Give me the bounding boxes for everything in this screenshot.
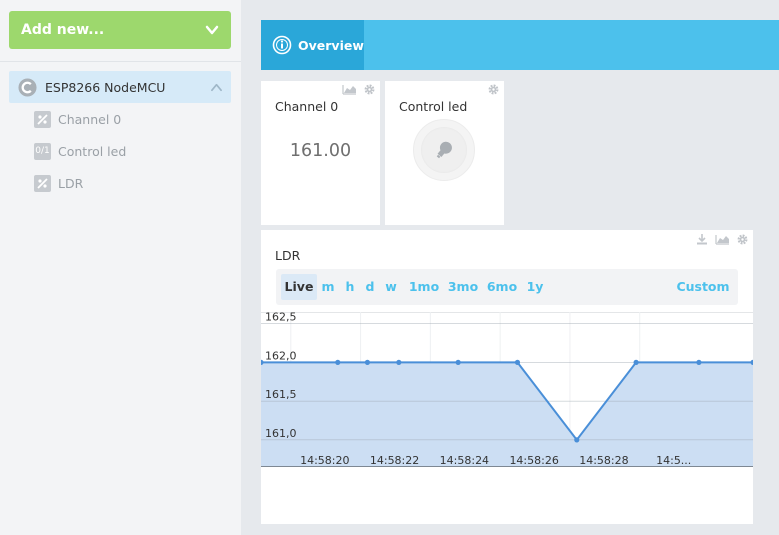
range-1y-button[interactable]: 1y [526, 279, 544, 294]
sidebar-item-label: LDR [58, 175, 84, 191]
device-item-esp8266[interactable]: ESP8266 NodeMCU [9, 71, 231, 103]
range-custom-button[interactable]: Custom [676, 279, 730, 294]
x-tick-label: 14:5... [656, 454, 691, 467]
ldr-chart: 162,5 162,0 161,5 161,0 14:58:20 14:58:22 14:5… [261, 312, 753, 467]
slider-icon [34, 110, 51, 128]
range-1mo-button[interactable]: 1mo [408, 279, 440, 294]
gear-icon[interactable] [364, 84, 375, 95]
x-tick-label: 14:58:22 [370, 454, 419, 467]
gear-icon[interactable] [737, 234, 748, 245]
sidebar-item-label: Control led [58, 143, 127, 159]
x-tick-label: 14:58:28 [579, 454, 628, 467]
data-point [696, 359, 702, 365]
data-point [364, 359, 371, 365]
add-new-button[interactable]: Add new... [9, 11, 231, 49]
x-tick-label: 14:58:20 [300, 454, 349, 467]
sidebar-item-label: Channel 0 [58, 111, 122, 127]
device-name: ESP8266 NodeMCU [45, 79, 166, 95]
series-area [261, 362, 753, 467]
x-tick-label: 14:58:26 [509, 454, 558, 467]
widget-title: Channel 0 [275, 99, 339, 114]
range-3mo-button[interactable]: 3mo [447, 279, 479, 294]
data-point [633, 359, 639, 365]
led-toggle-button[interactable] [413, 119, 475, 181]
range-minute-button[interactable]: m [321, 279, 335, 294]
led-toggle-face [421, 127, 467, 173]
data-point [514, 359, 521, 365]
chart-icon[interactable] [342, 84, 357, 95]
switch-icon: 0/1 [34, 142, 51, 160]
widget-value: 161.00 [289, 141, 352, 161]
chevron-down-icon [205, 25, 219, 35]
widget-card-ldr: LDR Live m h d w 1mo 3mo 6mo 1y Custom 1… [261, 230, 753, 524]
sidebar-divider [0, 61, 241, 62]
range-6mo-button[interactable]: 6mo [486, 279, 518, 294]
time-range-bar: Live m h d w 1mo 3mo 6mo 1y Custom [276, 269, 738, 305]
info-icon [272, 35, 292, 55]
y-tick-label: 162,0 [265, 349, 297, 362]
dashboard-header: Overview [261, 20, 779, 70]
widget-title: LDR [275, 248, 301, 263]
range-hour-button[interactable]: h [345, 279, 355, 294]
add-new-label: Add new... [21, 22, 105, 38]
data-point [261, 359, 264, 365]
data-point [335, 359, 341, 365]
slider-icon [34, 174, 51, 192]
y-tick-label: 161,5 [265, 388, 297, 401]
x-tick-label: 14:58:24 [440, 454, 489, 467]
sidebar-item-control-led[interactable]: 0/1 Control led [34, 139, 126, 163]
tab-overview-label: Overview [298, 37, 364, 53]
widget-card-control-led: Control led [385, 81, 504, 225]
y-tick-label: 161,0 [265, 427, 297, 440]
chart-icon[interactable] [715, 234, 730, 245]
download-icon[interactable] [696, 233, 708, 245]
data-point [750, 359, 753, 365]
tab-overview[interactable]: Overview [261, 20, 364, 70]
widget-card-channel-0: Channel 0 161.00 [261, 81, 380, 225]
sidebar-item-channel-0[interactable]: Channel 0 [34, 107, 121, 131]
switch-icon-text: 0/1 [35, 146, 50, 156]
widget-title: Control led [399, 99, 468, 114]
data-point [396, 359, 402, 365]
range-day-button[interactable]: d [365, 279, 375, 294]
sidebar: Add new... ESP8266 NodeMCU Channel 0 0/1… [0, 0, 241, 535]
range-live-button[interactable]: Live [281, 274, 317, 300]
device-icon [18, 77, 37, 97]
series-line [261, 361, 753, 442]
data-point [574, 437, 580, 443]
range-week-button[interactable]: w [385, 279, 397, 294]
y-tick-label: 162,5 [265, 312, 297, 324]
data-point [455, 359, 461, 365]
sidebar-item-ldr[interactable]: LDR [34, 171, 83, 195]
gear-icon[interactable] [488, 84, 499, 95]
chevron-up-icon[interactable] [210, 81, 223, 94]
lightbulb-icon [436, 141, 452, 159]
